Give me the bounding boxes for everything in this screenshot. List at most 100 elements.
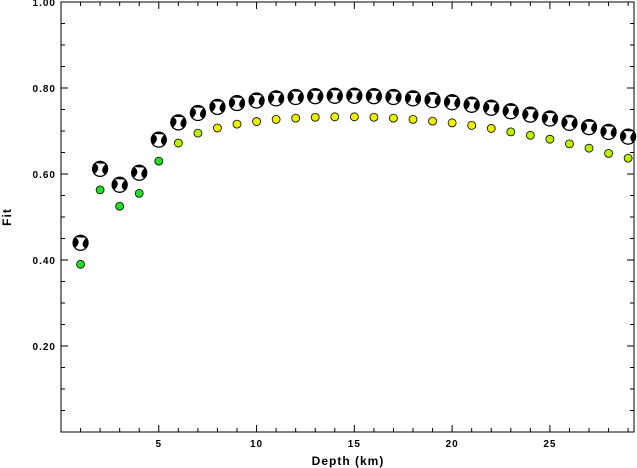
beachball-dilatation <box>563 117 575 131</box>
beachball-dilatation <box>290 91 302 105</box>
focal-mechanism-beachball <box>248 92 265 109</box>
beachball-outline <box>131 164 148 181</box>
fit-dot <box>428 116 437 126</box>
focal-mechanism-beachball <box>72 234 89 251</box>
x-tick-label: 25 <box>543 439 556 450</box>
beachball-dilatation <box>309 90 321 104</box>
beachball-outline <box>502 103 519 120</box>
beachball-outline <box>287 88 304 106</box>
beachball-dilatation <box>75 237 87 251</box>
beachball-outline <box>326 87 343 104</box>
beachball-dilatation <box>172 116 184 130</box>
beachball-dilatation <box>622 130 634 145</box>
x-axis-title: Depth (km) <box>312 454 385 468</box>
beachball-dilatation <box>427 94 439 108</box>
focal-mechanism-beachball <box>326 87 343 104</box>
fit-dot <box>173 138 183 148</box>
focal-mechanism-beachball <box>189 104 206 122</box>
x-tick-label: 10 <box>250 439 263 450</box>
fit-dot <box>76 259 85 269</box>
beachball-outline <box>424 91 441 109</box>
focal-mechanism-beachball <box>346 87 363 104</box>
fit-dot <box>271 114 281 124</box>
focal-mechanism-beachball <box>580 119 598 136</box>
focal-mechanism-beachball <box>92 160 109 177</box>
beachball-outline <box>228 94 246 112</box>
focal-mechanism-beachball <box>463 96 480 113</box>
fit-dot <box>134 188 144 198</box>
focal-mechanism-beachball <box>150 131 167 148</box>
beachball-dilatation <box>329 90 341 104</box>
beachball-outline <box>463 96 480 113</box>
beachball-outline <box>365 88 383 105</box>
x-tick-label: 5 <box>156 439 163 450</box>
fit-dot <box>310 112 320 122</box>
beachball-outline <box>268 90 285 107</box>
beachball-outline <box>541 110 559 127</box>
y-tick-label: 0.40 <box>33 256 56 267</box>
beachball-outline <box>620 128 637 145</box>
beachball-dilatation <box>544 112 556 127</box>
beachball-dilatation <box>485 102 497 116</box>
plot-frame <box>60 1 635 433</box>
fit-dot <box>486 124 496 133</box>
y-axis: 0.20 0.40 0.60 0.80 1.00 <box>33 0 634 411</box>
beachball-dilatation <box>368 90 380 104</box>
focal-mechanism-beachball <box>404 90 422 107</box>
fit-dot <box>154 156 164 166</box>
y-tick-label: 0.20 <box>33 342 56 353</box>
focal-mechanism-beachball <box>131 164 148 181</box>
beachball-dilatation <box>192 107 204 121</box>
focal-mechanism-beachball <box>268 90 285 107</box>
focal-mechanism-beachball <box>502 103 519 120</box>
beachball-outline <box>92 160 109 177</box>
fit-dot <box>252 117 261 126</box>
focal-mechanism-beachball <box>424 91 441 109</box>
beachball-outline <box>346 87 363 104</box>
beachball-dilatation <box>348 90 360 104</box>
beachball-dilatation <box>466 99 478 113</box>
fit-dot <box>291 113 301 123</box>
fit-dot <box>349 112 359 122</box>
fit-dot <box>213 123 222 133</box>
beachball-dilatation <box>211 101 223 115</box>
focal-mechanism-beachball <box>385 88 402 106</box>
beachball-dilatation <box>387 91 399 105</box>
focal-mechanism-beachball <box>170 114 187 131</box>
beachball-outline <box>561 114 578 131</box>
beachball-outline <box>150 131 167 148</box>
fit-dot <box>193 128 203 138</box>
y-tick-label: 1.00 <box>33 0 56 9</box>
y-tick-label: 0.60 <box>33 170 56 181</box>
beachball-dilatation <box>94 163 106 177</box>
fit-dot <box>525 130 535 140</box>
beachball-dilatation <box>407 92 419 106</box>
fit-dot <box>389 113 398 123</box>
fit-dot <box>447 118 457 128</box>
focal-mechanism-beachball <box>287 88 304 106</box>
beachball-outline <box>307 88 324 105</box>
beachball-dilatation <box>446 96 458 110</box>
focal-mechanism-beachball <box>620 128 637 145</box>
fit-dot <box>506 127 516 137</box>
beachball-dilatation <box>270 92 282 106</box>
fit-dot <box>115 201 125 211</box>
focal-mechanism-beachball <box>561 114 578 131</box>
beachball-dilatation <box>153 134 165 148</box>
focal-mechanism-beachball <box>111 176 128 193</box>
focal-mechanism-beachball <box>209 98 226 116</box>
focal-mechanism-beachball <box>541 110 559 127</box>
beachball-outline <box>170 114 187 131</box>
beachball-outline <box>111 176 128 193</box>
beachball-dilatation <box>524 109 536 123</box>
beachball-outline <box>522 106 539 123</box>
beachball-dilatation <box>603 126 615 140</box>
beachball-outline <box>189 104 206 122</box>
beachball-dilatation <box>251 94 263 108</box>
focal-mechanisms <box>72 87 637 251</box>
x-axis: 5 10 15 20 25 <box>80 2 629 450</box>
fit-dots <box>76 112 633 269</box>
fit-dot <box>330 112 340 122</box>
beachball-outline <box>209 98 226 116</box>
